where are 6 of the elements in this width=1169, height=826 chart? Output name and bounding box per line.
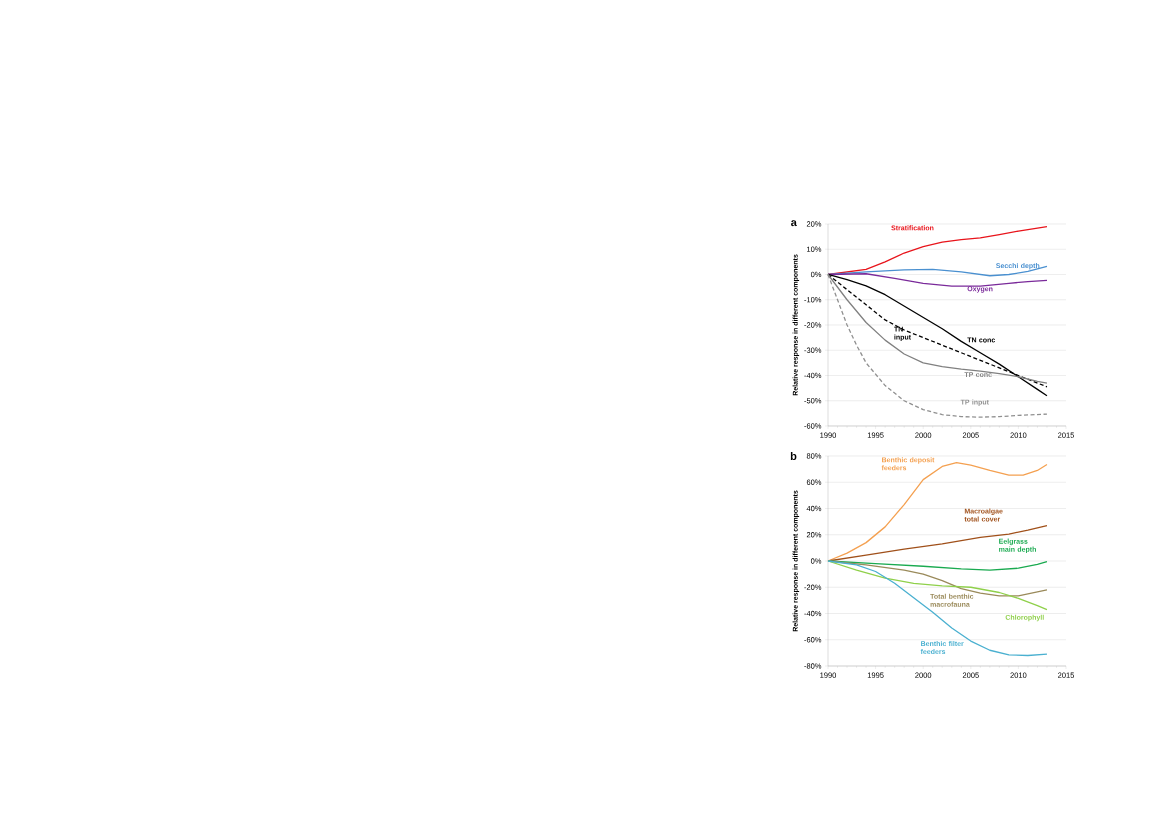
chart-title: b: [790, 452, 797, 461]
line-series: [827, 225, 1048, 276]
line-series: [827, 560, 1048, 571]
line-series: [827, 560, 1048, 657]
line-series: [827, 560, 1048, 597]
chart-title: a: [791, 220, 797, 227]
